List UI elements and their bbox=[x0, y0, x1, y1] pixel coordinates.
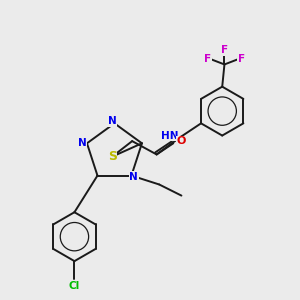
Text: N: N bbox=[129, 172, 138, 182]
Text: S: S bbox=[108, 150, 117, 163]
Text: N: N bbox=[78, 138, 87, 148]
Text: F: F bbox=[238, 54, 245, 64]
Text: N: N bbox=[108, 116, 117, 126]
Text: F: F bbox=[221, 45, 228, 55]
Text: F: F bbox=[204, 54, 211, 64]
Text: O: O bbox=[176, 136, 186, 146]
Text: Cl: Cl bbox=[69, 280, 80, 291]
Text: HN: HN bbox=[161, 130, 179, 141]
